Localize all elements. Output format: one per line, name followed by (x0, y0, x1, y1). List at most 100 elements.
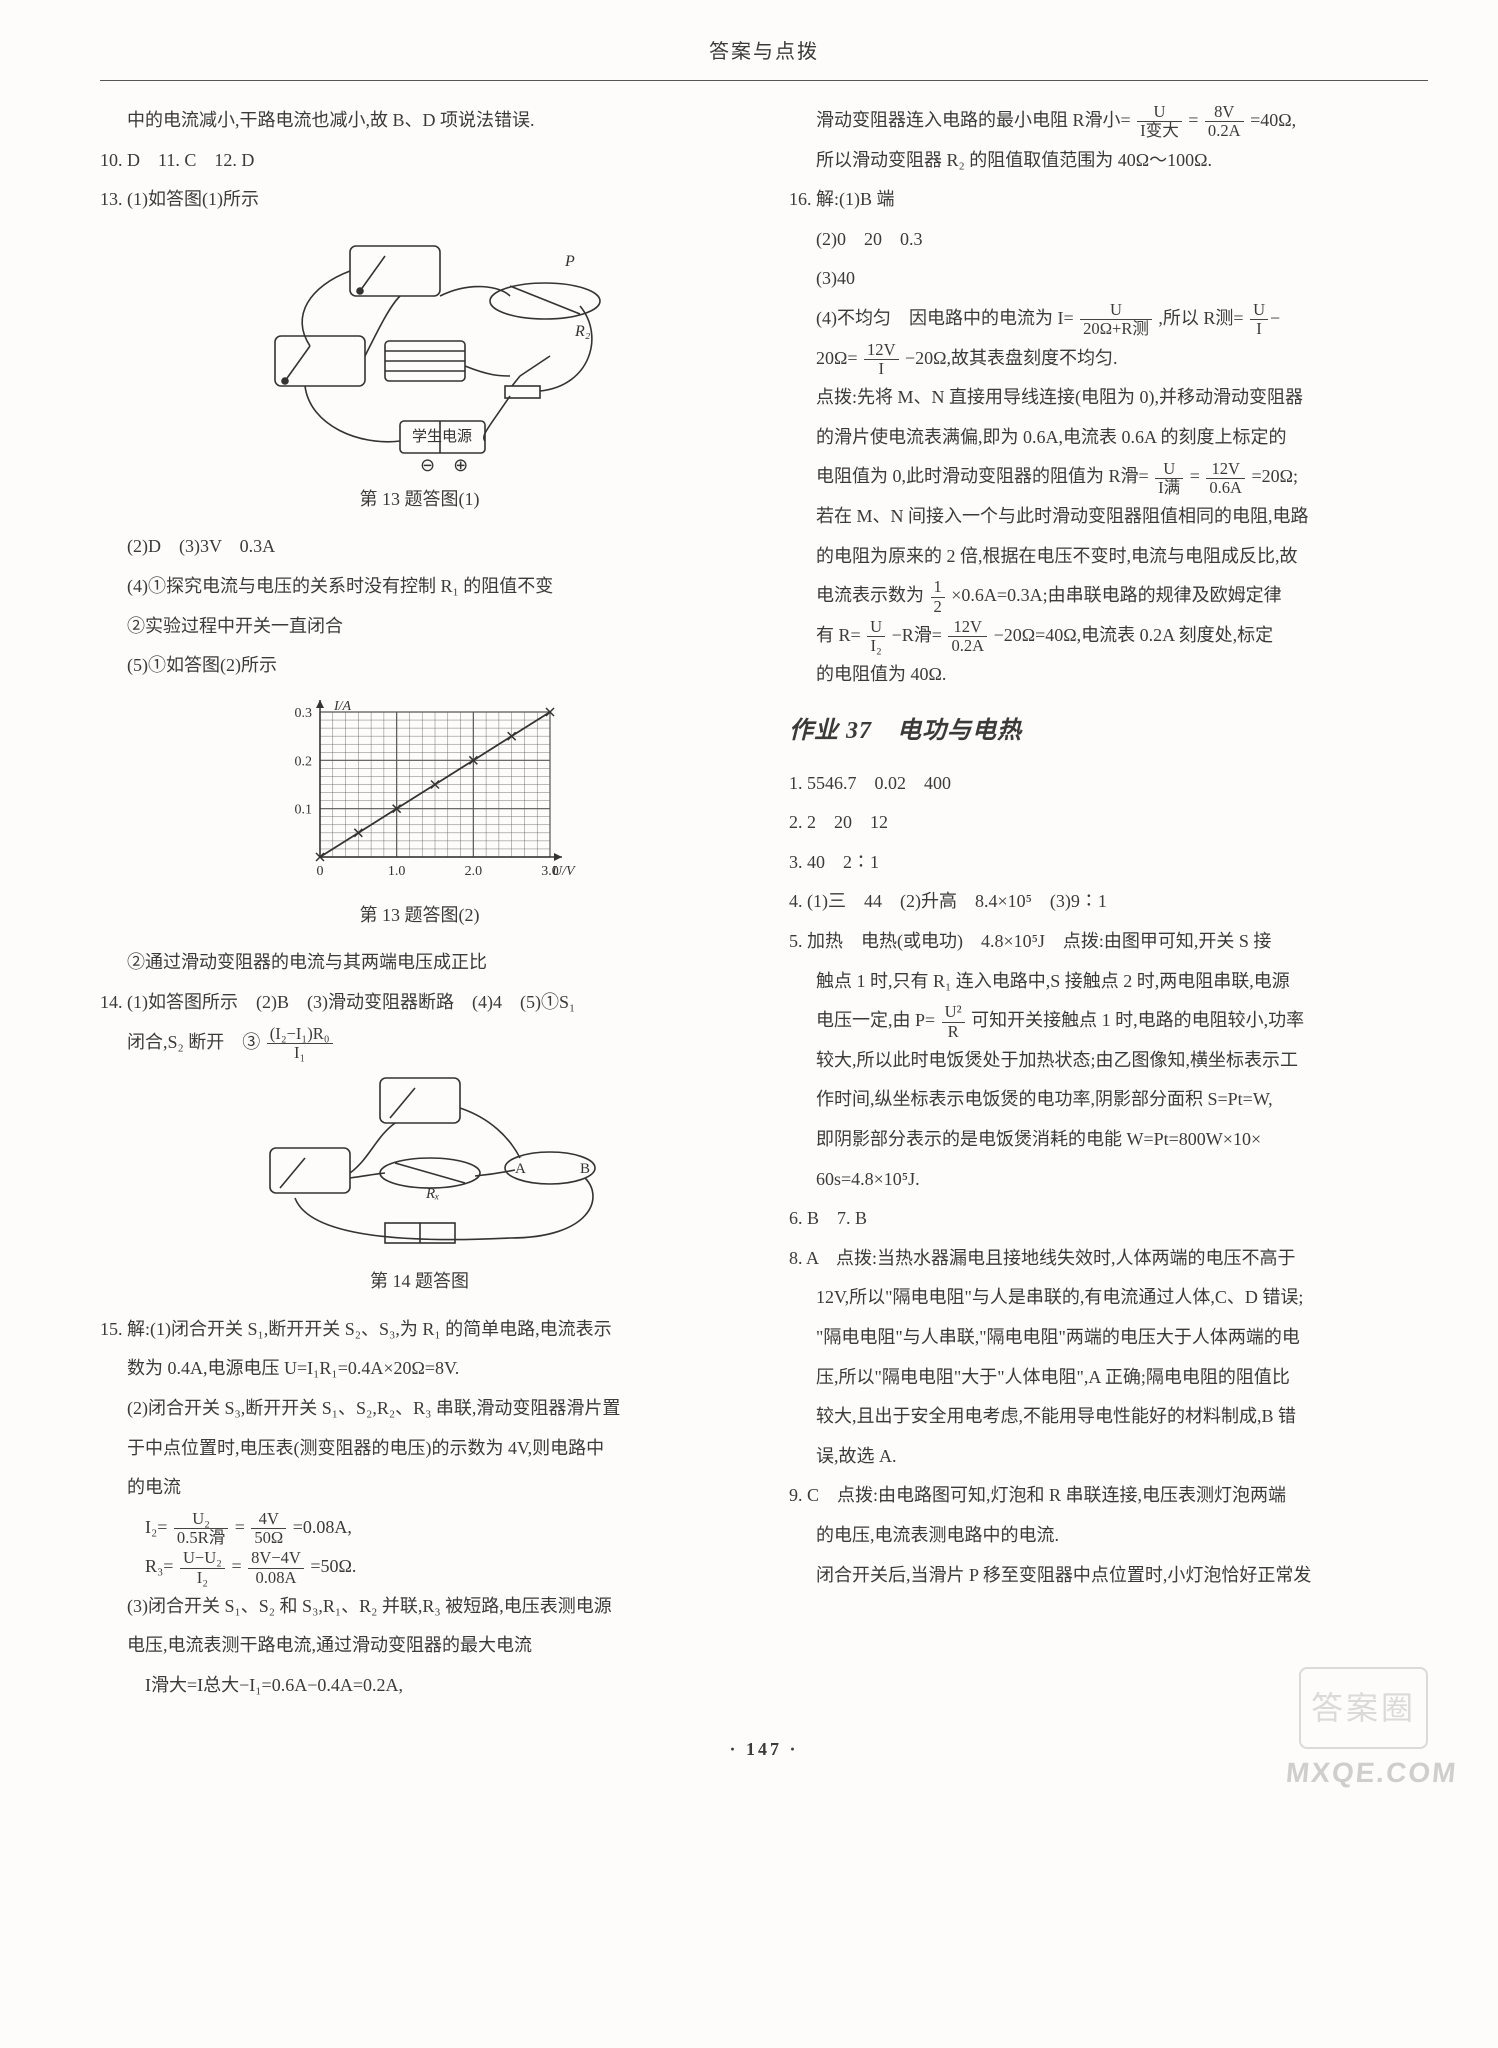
r-p9c-b: ×0.6A=0.3A;由串联电路的规律及欧姆定律 (951, 585, 1281, 605)
right-p9c: 电流表示数为 12 ×0.6A=0.3A;由串联电路的规律及欧姆定律 (789, 576, 1428, 616)
r-p8c-a: 电阻值为 0,此时滑动变阻器的阻值为 R滑= (816, 466, 1149, 486)
page-number: · 147 · (100, 1730, 1428, 1770)
figure-13-1: P R₂ 学生电源 ⊖ ⊕ (100, 226, 739, 476)
right-p9b: 的电阻为原来的 2 倍,根据在电压不变时,电流与电阻成反比,故 (789, 537, 1428, 577)
p12-c: =50Ω. (310, 1556, 356, 1576)
fig13-label-ps: 学生电源 (411, 428, 471, 445)
left-p10: (2)闭合开关 S₃,断开开关 S₁、S₂,R₂、R₃ 串联,滑动变阻器滑片置 (100, 1389, 739, 1429)
right-p10d: 的电阻值为 40Ω. (789, 655, 1428, 695)
svg-text:0: 0 (316, 864, 323, 879)
right-p8b: 的滑片使电流表满偏,即为 0.6A,电流表 0.6A 的刻度上标定的 (789, 418, 1428, 458)
p11-b: = (235, 1517, 245, 1537)
r-q5e: 作时间,纵坐标表示电饭煲的电功率,阴影部分面积 S=Pt=W, (789, 1080, 1428, 1120)
left-p8: 14. (1)如答图所示 (2)B (3)滑动变阻器断路 (4)4 (5)①S₁ (100, 983, 739, 1023)
fig13-2-caption: 第 13 题答图(2) (100, 896, 739, 936)
left-p13: (3)闭合开关 S₁、S₂ 和 S₃,R₁、R₂ 并联,R₃ 被短路,电压表测电… (100, 1587, 739, 1627)
r-p8c-b: = (1190, 466, 1200, 486)
left-p0: 中的电流减小,干路电流也减小,故 B、D 项说法错误. (100, 101, 739, 141)
r-q8c: "隔电电阻"与人串联,"隔电电阻"两端的电压大于人体两端的电 (789, 1318, 1428, 1358)
right-p8c: 电阻值为 0,此时滑动变阻器的阻值为 R滑= UI满 = 12V0.6A =20… (789, 457, 1428, 497)
r-p6-a: (4)不均匀 因电路中的电流为 I= (816, 308, 1074, 328)
section-37-title: 作业 37 电功与电热 (789, 705, 1428, 758)
right-p6: (4)不均匀 因电路中的电流为 I= U20Ω+R测 ,所以 R测= UI− (789, 299, 1428, 339)
p8b-pre: 闭合,S₂ 断开 ③ (127, 1032, 260, 1052)
right-p3: 16. 解:(1)B 端 (789, 180, 1428, 220)
left-p1: 10. D 11. C 12. D (100, 141, 739, 181)
r-q8e: 较大,且出于安全用电考虑,不能用导电性能好的材料制成,B 错 (789, 1397, 1428, 1437)
right-p7: 20Ω= 12VI −20Ω,故其表盘刻度不均匀. (789, 339, 1428, 379)
left-p13b: 电压,电流表测干路电流,通过滑动变阻器的最大电流 (100, 1626, 739, 1666)
left-p10c: 的电流 (100, 1468, 739, 1508)
r-q9c: 闭合开关后,当滑片 P 移至变阻器中点位置时,小灯泡恰好正常发 (789, 1556, 1428, 1596)
r-p9c-a: 电流表示数为 (816, 585, 924, 605)
r-p1-b: = (1188, 110, 1198, 130)
fig14-label-rx: Rₓ (425, 1186, 439, 1202)
site-watermark: MXQE.COM (1284, 1742, 1461, 1804)
r-q5: 5. 加热 电热(或电功) 4.8×10⁵J 点拨:由图甲可知,开关 S 接 (789, 922, 1428, 962)
r-p6-b: ,所以 R测= (1158, 308, 1243, 328)
r-q8: 8. A 点拨:当热水器漏电且接地线失效时,人体两端的电压不高于 (789, 1239, 1428, 1279)
right-p4: (2)0 20 0.3 (789, 220, 1428, 260)
left-p6: (5)①如答图(2)所示 (100, 646, 739, 686)
fig14-label-b: B (580, 1161, 590, 1177)
left-p9: 15. 解:(1)闭合开关 S₁,断开开关 S₂、S₃,为 R₁ 的简单电路,电… (100, 1310, 739, 1350)
left-p4: (4)①探究电流与电压的关系时没有控制 R₁ 的阻值不变 (100, 567, 739, 607)
r-q5d: 较大,所以此时电饭煲处于加热状态;由乙图像知,横坐标表示工 (789, 1041, 1428, 1081)
svg-text:0.3: 0.3 (294, 706, 312, 721)
r-q9: 9. C 点拨:由电路图可知,灯泡和 R 串联连接,电压表测灯泡两端 (789, 1476, 1428, 1516)
svg-text:0.1: 0.1 (294, 802, 312, 817)
right-column: 滑动变阻器连入电路的最小电阻 R滑小= UI变大 = 8V0.2A =40Ω, … (789, 101, 1428, 1706)
p11-a: I₂= (145, 1517, 167, 1537)
r-q8b: 12V,所以"隔电电阻"与人是串联的,有电流通过人体,C、D 错误; (789, 1278, 1428, 1318)
right-p9: 若在 M、N 间接入一个与此时滑动变阻器阻值相同的电阻,电路 (789, 497, 1428, 537)
r-q5c-a: 电压一定,由 P= (816, 1010, 935, 1030)
figure-14: Rₓ A B (100, 1068, 739, 1258)
r-q6: 6. B 7. B (789, 1199, 1428, 1239)
r-p8c-c: =20Ω; (1252, 466, 1299, 486)
p11-c: =0.08A, (293, 1517, 352, 1537)
r-q5g: 60s=4.8×10⁵J. (789, 1160, 1428, 1200)
r-q5c-b: 可知开关接触点 1 时,电路的电阻较小,功率 (971, 1010, 1304, 1030)
right-p8: 点拨:先将 M、N 直接用导线连接(电阻为 0),并移动滑动变阻器 (789, 378, 1428, 418)
r-p1-c: =40Ω, (1250, 110, 1296, 130)
r-p10-a: 有 R= (816, 625, 861, 645)
right-p5: (3)40 (789, 259, 1428, 299)
p12-b: = (231, 1556, 241, 1576)
left-p12: R₃= U−U₂I₂ = 8V−4V0.08A =50Ω. (100, 1547, 739, 1587)
left-p2: 13. (1)如答图(1)所示 (100, 180, 739, 220)
r-p7-b: −20Ω,故其表盘刻度不均匀. (905, 348, 1118, 368)
fig14-caption: 第 14 题答图 (100, 1262, 739, 1302)
r-q8d: 压,所以"隔电电阻"大于"人体电阻",A 正确;隔电电阻的阻值比 (789, 1358, 1428, 1398)
p12-a: R₃= (145, 1556, 173, 1576)
fig13-1-caption: 第 13 题答图(1) (100, 480, 739, 520)
r-p10-c: −20Ω=40Ω,电流表 0.2A 刻度处,标定 (994, 625, 1274, 645)
left-p3: (2)D (3)3V 0.3A (100, 527, 739, 567)
right-p1: 滑动变阻器连入电路的最小电阻 R滑小= UI变大 = 8V0.2A =40Ω, (789, 101, 1428, 141)
right-p2: 所以滑动变阻器 R₂ 的阻值取值范围为 40Ω～100Ω. (789, 141, 1428, 181)
left-column: 中的电流减小,干路电流也减小,故 B、D 项说法错误. 10. D 11. C … (100, 101, 739, 1706)
r-q5f: 即阴影部分表示的是电饭煲消耗的电能 W=Pt=800W×10× (789, 1120, 1428, 1160)
svg-text:⊖ ⊕: ⊖ ⊕ (420, 455, 468, 475)
left-p7: ②通过滑动变阻器的电流与其两端电压成正比 (100, 943, 739, 983)
left-p8b: 闭合,S₂ 断开 ③ (I₂−I₁)R₀I₁ (100, 1023, 739, 1063)
svg-text:0.2: 0.2 (294, 754, 312, 769)
r-q4: 4. (1)三 44 (2)升高 8.4×10⁵ (3)9∶1 (789, 882, 1428, 922)
svg-text:I/A: I/A (333, 699, 352, 714)
left-p5: ②实验过程中开关一直闭合 (100, 607, 739, 647)
left-p9b: 数为 0.4A,电源电压 U=I₁R₁=0.4A×20Ω=8V. (100, 1349, 739, 1389)
figure-13-2-chart: 01.02.03.00.10.20.3I/AU/V (100, 692, 739, 892)
page-header: 答案与点拨 (100, 30, 1428, 81)
fig14-label-a: A (515, 1161, 526, 1177)
r-q1: 1. 5546.7 0.02 400 (789, 764, 1428, 804)
svg-text:1.0: 1.0 (387, 864, 405, 879)
svg-text:2.0: 2.0 (464, 864, 482, 879)
r-p7-a: 20Ω= (816, 348, 858, 368)
two-column-layout: 中的电流减小,干路电流也减小,故 B、D 项说法错误. 10. D 11. C … (100, 101, 1428, 1706)
fig13-label-r2: R₂ (574, 323, 591, 340)
r-q3: 3. 40 2∶1 (789, 843, 1428, 883)
r-q2: 2. 2 20 12 (789, 803, 1428, 843)
left-p11: I₂= U₂0.5R滑 = 4V50Ω =0.08A, (100, 1508, 739, 1548)
stamp-watermark: 答案圈 (1299, 1667, 1428, 1749)
r-p1-a: 滑动变阻器连入电路的最小电阻 R滑小= (816, 110, 1131, 130)
fig13-label-p: P (564, 253, 575, 270)
